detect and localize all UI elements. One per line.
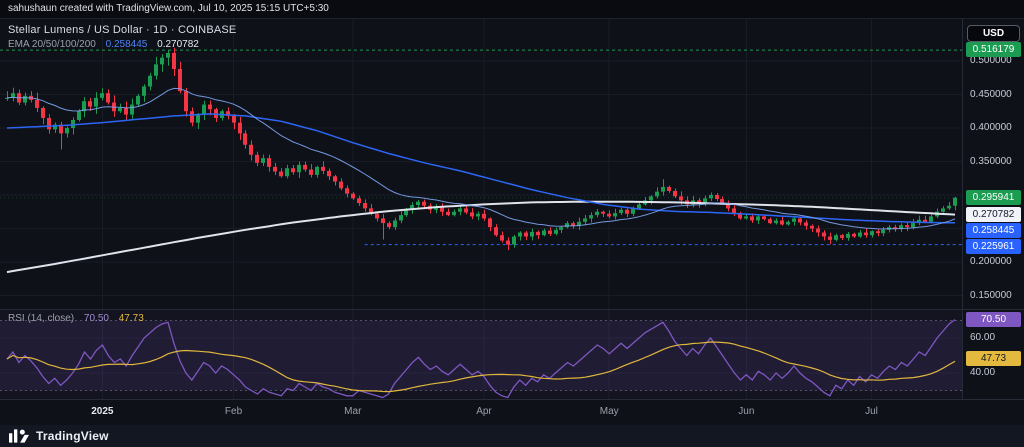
rsi-pane-tint [0,309,962,399]
price-axis-label: 0.350000 [970,155,1012,167]
currency-toggle-button[interactable]: USD [967,25,1020,42]
footer-bar: TradingView [0,424,1024,447]
time-axis-label: 2025 [91,406,114,417]
grid-lines [0,19,962,399]
price-badge-ema-white: 0.270782 [966,206,1021,222]
time-axis-label: May [599,406,619,417]
price-axis-label: 0.450000 [970,88,1012,100]
ema-indicator-row[interactable]: EMA 20/50/100/200 0.258445 0.270782 [8,39,236,50]
time-axis-label: Jul [865,406,878,417]
price-badge-support-level: 0.225961 [966,238,1021,254]
time-axis-label: Apr [476,406,492,417]
candlestick-series [5,47,957,250]
rsi-value: 70.50 [83,313,109,324]
time-axis-separator [0,399,1024,400]
price-badge-last-price: 0.295941 [966,189,1021,205]
attribution-bar: sahushaun created with TradingView.com, … [0,0,1024,18]
symbol-title[interactable]: Stellar Lumens / US Dollar · 1D · COINBA… [8,24,237,36]
ema-white-value: 0.270782 [157,39,199,50]
attribution-text: sahushaun created with TradingView.com, … [8,3,329,14]
level-lines [0,49,962,246]
pane-separator[interactable] [0,309,1024,310]
rsi-axis-label: 40.00 [970,367,996,378]
price-badge-ema-blue: 0.258445 [966,222,1021,238]
ema-lines [6,87,956,274]
ema-indicator-label: EMA 20/50/100/200 [8,39,96,50]
rsi-badge-rsi: 70.50 [966,311,1021,327]
time-axis[interactable]: 2025 Feb Mar Apr May Jun Jul [0,399,1024,425]
price-axis-label: 0.150000 [970,289,1012,301]
symbol-legend: Stellar Lumens / US Dollar · 1D · COINBA… [8,24,236,50]
rsi-axis-label: 60.00 [970,332,996,343]
rsi-ma-value: 47.73 [118,313,144,324]
ema-blue-value: 0.258445 [105,39,148,50]
price-badge-high-level: 0.516179 [966,42,1021,58]
rsi-badge-rsi-ma: 47.73 [966,351,1021,367]
price-axis-label: 0.200000 [970,256,1012,267]
rsi-plot [6,319,956,399]
time-axis-label: Jun [738,406,755,417]
chart-widget: Stellar Lumens / US Dollar · 1D · COINBA… [0,18,1024,425]
tradingview-brand[interactable]: TradingView [36,429,109,443]
rsi-indicator-row[interactable]: RSI (14, close) 70.50 47.73 [8,313,144,324]
time-axis-label: Mar [344,406,362,417]
chart-canvas[interactable] [0,19,962,425]
rsi-label: RSI (14, close) [8,313,75,324]
time-axis-label: Feb [224,406,243,417]
price-axis-label: 0.500000 [970,55,1012,66]
price-axis-label: 0.400000 [970,122,1012,133]
tradingview-logo-icon[interactable] [9,429,29,443]
price-axis[interactable]: USD 0.500000 0.450000 0.400000 0.350000 0.20… [962,19,1024,399]
